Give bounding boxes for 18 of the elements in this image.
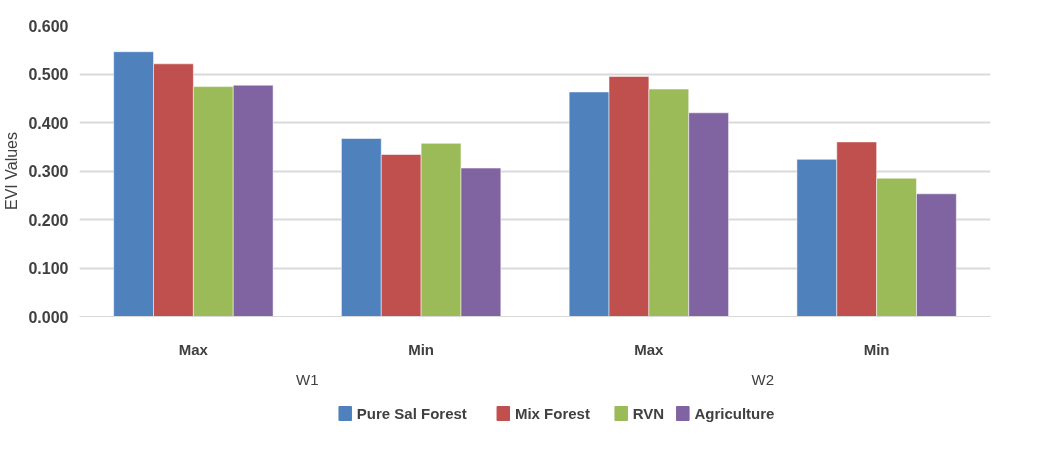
text: W1 (296, 370, 319, 388)
x-tick-label: Max (634, 340, 665, 358)
y-tick-label: 0.400 (28, 114, 69, 132)
y-axis-title: EVI Values (3, 132, 21, 210)
y-tick-label: 0.000 (28, 308, 69, 326)
x-tick-label: Max (178, 340, 209, 358)
y-tick-label: 0.200 (28, 211, 69, 229)
x-tick-label: Min (408, 340, 435, 358)
y-tick-label: 0.600 (28, 17, 69, 35)
y-tick-label: 0.300 (28, 163, 69, 180)
y-tick-label: 0.100 (28, 260, 69, 277)
legend-label: Agriculture (694, 405, 775, 422)
legend-label: RVN (632, 405, 665, 422)
legend-label: Pure Sal Forest (356, 405, 467, 422)
y-tick-label: 0.500 (28, 66, 69, 83)
x-tick-label: Min (863, 340, 890, 358)
legend-label: Mix Forest (514, 405, 590, 422)
text: W2 (751, 370, 774, 388)
